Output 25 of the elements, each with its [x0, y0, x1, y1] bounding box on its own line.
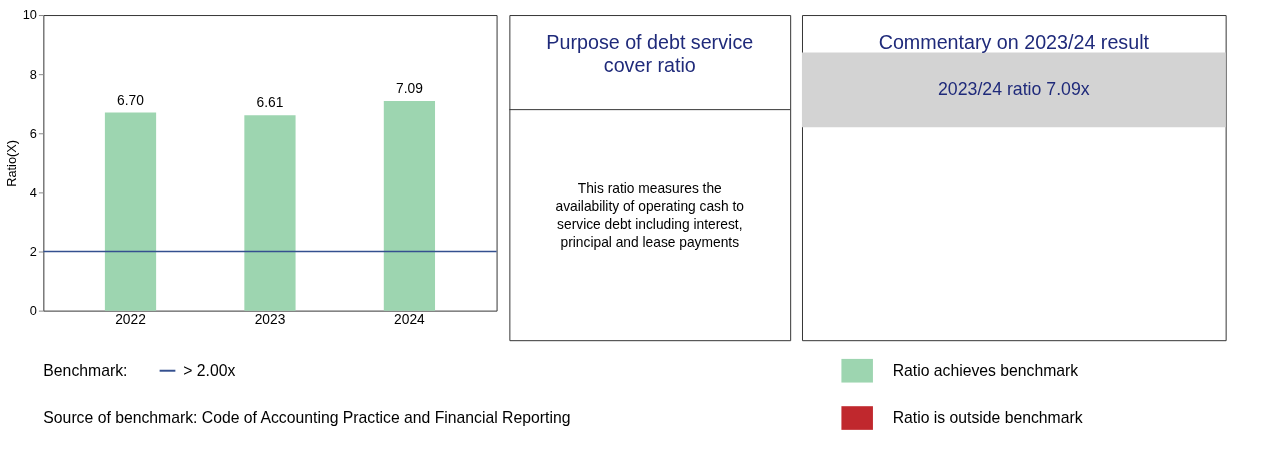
text: This ratio measures the availability of operating cash to service debt including interest, principal and lease payments [555, 181, 745, 250]
text: Purpose of debt service cover ratio [546, 30, 754, 77]
x-tick-label: 2022 [115, 311, 146, 327]
data-label: 6.70 [117, 92, 145, 108]
y-tick-label: 6 [29, 125, 37, 141]
y-tick-label: 10 [22, 7, 37, 23]
legend-label: Ratio achieves benchmark [892, 361, 1079, 379]
bar [383, 101, 436, 311]
x-tick-label: 2024 [394, 311, 426, 327]
data-label: 6.61 [256, 95, 284, 111]
data-label: 7.09 [396, 81, 424, 97]
legend-label: Ratio is outside benchmark [892, 408, 1083, 426]
source-note: Source of benchmark: Code of Accounting Practice and Financial Reporting [43, 408, 571, 426]
text: 2023/24 ratio 7.09x [937, 78, 1090, 99]
legend-label: > 2.00x [183, 361, 236, 379]
bar [104, 112, 157, 311]
y-tick-label: 8 [29, 66, 37, 82]
bar [244, 115, 296, 311]
y-tick-label: 0 [29, 303, 37, 319]
text: Benchmark: [43, 361, 128, 379]
text: Commentary on 2023/24 result [878, 30, 1150, 53]
x-tick-label: 2023 [254, 311, 286, 327]
y-tick-label: 4 [29, 184, 37, 200]
y-tick-label: 2 [29, 243, 37, 259]
y-axis-title: Ratio(X) [3, 139, 19, 187]
